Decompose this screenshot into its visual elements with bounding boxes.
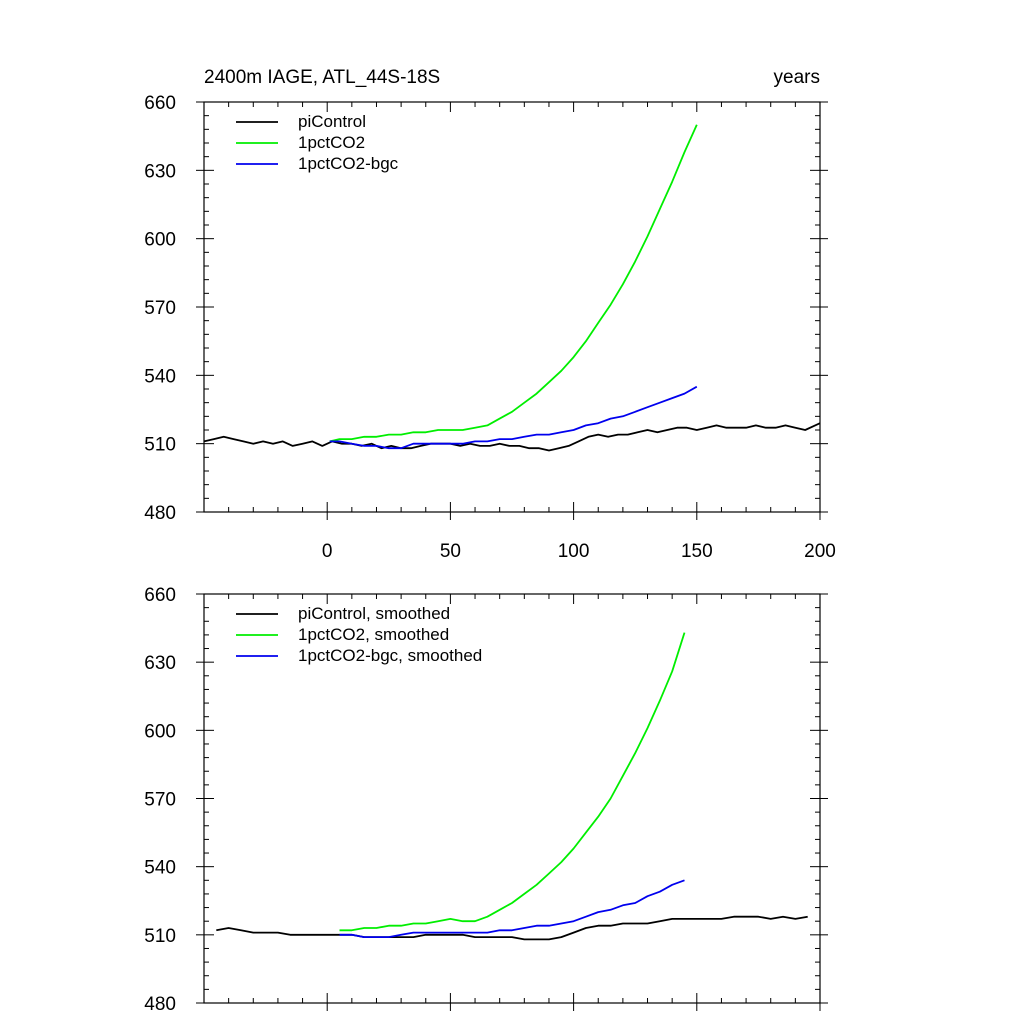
y-tick-label: 510 bbox=[144, 926, 176, 947]
y-tick-label: 660 bbox=[144, 93, 176, 114]
top-panel: 480 510 540 570 600 630 660 0 50 100 150 200 piContr… bbox=[144, 93, 836, 562]
x-tick-label: 100 bbox=[558, 541, 590, 562]
y-tick-label: 540 bbox=[144, 858, 176, 879]
series-line-1 bbox=[339, 632, 686, 932]
series-line-0 bbox=[216, 915, 808, 941]
y-tick-label: 600 bbox=[144, 230, 176, 251]
y-tick-label: 540 bbox=[144, 366, 176, 387]
y-tick-label: 600 bbox=[144, 721, 176, 742]
x-tick-label: 50 bbox=[440, 541, 461, 562]
plot-frame bbox=[203, 101, 821, 513]
legend-label: piControl bbox=[298, 112, 366, 131]
series-line-2 bbox=[339, 879, 685, 938]
x-axis-unit-label: years bbox=[774, 67, 820, 88]
x-tick-label: 200 bbox=[804, 541, 836, 562]
plot-frame bbox=[203, 593, 821, 1004]
y-tick-label: 660 bbox=[144, 585, 176, 606]
legend-label: 1pctCO2-bgc, smoothed bbox=[298, 646, 482, 665]
legend-label: 1pctCO2 bbox=[298, 133, 365, 152]
y-tick-label: 630 bbox=[144, 161, 176, 182]
x-tick-label: 150 bbox=[681, 541, 713, 562]
y-tick-label: 570 bbox=[144, 790, 176, 811]
x-tick-label: 0 bbox=[322, 541, 333, 562]
bottom-panel: 480 510 540 570 600 630 660 piControl, smoothed… bbox=[144, 585, 828, 1015]
chart-title: 2400m IAGE, ATL_44S-18S bbox=[204, 67, 440, 88]
legend-label: 1pctCO2, smoothed bbox=[298, 625, 449, 644]
legend-label: 1pctCO2-bgc bbox=[298, 154, 399, 173]
legend-label: piControl, smoothed bbox=[298, 604, 450, 623]
y-tick-label: 570 bbox=[144, 298, 176, 319]
y-tick-label: 630 bbox=[144, 653, 176, 674]
y-tick-label: 480 bbox=[144, 994, 176, 1015]
series-line-1 bbox=[329, 124, 698, 443]
series-line-2 bbox=[329, 385, 698, 450]
y-tick-label: 480 bbox=[144, 503, 176, 524]
series-line-0 bbox=[203, 422, 821, 452]
y-tick-label: 510 bbox=[144, 435, 176, 456]
